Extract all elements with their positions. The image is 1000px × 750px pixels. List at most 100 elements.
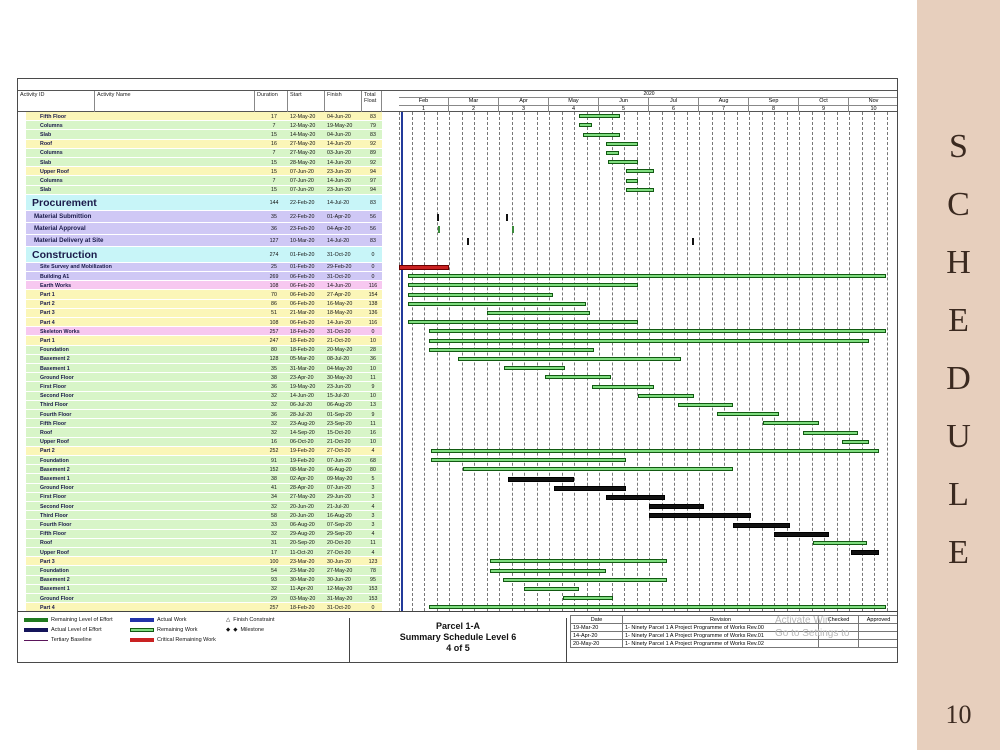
activity-bar[interactable] xyxy=(431,448,880,453)
activity-bar[interactable] xyxy=(463,467,733,472)
milestone-tick xyxy=(511,225,514,233)
start-date: 23-Aug-20 xyxy=(290,420,315,427)
activity-name: Part 3 xyxy=(40,558,55,565)
row-band xyxy=(26,130,382,140)
activity-bar[interactable] xyxy=(591,384,655,389)
sidebar-letter: H xyxy=(946,244,971,281)
activity-name: Upper Roof xyxy=(40,168,69,175)
row-band xyxy=(26,290,382,300)
table-header: Activity ID Activity Name Duration Start… xyxy=(18,90,897,112)
duration: 35 xyxy=(271,213,277,220)
finish-date: 12-May-20 xyxy=(327,586,353,593)
activity-bar[interactable] xyxy=(732,522,791,528)
activity-bar[interactable] xyxy=(554,485,626,491)
week-gridline xyxy=(874,112,875,611)
activity-bar[interactable] xyxy=(507,476,574,482)
total-float: 83 xyxy=(370,237,376,244)
table-row: Slab 15 28-May-20 14-Jun-20 92 xyxy=(18,158,897,168)
activity-name: Third Floor xyxy=(40,512,68,519)
week-label: 4 xyxy=(549,105,599,112)
activity-bar[interactable] xyxy=(490,559,667,564)
activity-name: Foundation xyxy=(40,347,69,354)
row-band xyxy=(26,176,382,186)
activity-bar[interactable] xyxy=(763,421,819,426)
table-row: Part 1 247 18-Feb-20 21-Oct-20 10 xyxy=(18,336,897,346)
total-float: 79 xyxy=(370,122,376,129)
activity-bar[interactable] xyxy=(502,577,667,582)
activity-bar[interactable] xyxy=(841,439,869,444)
duration: 32 xyxy=(271,531,277,538)
activity-bar[interactable] xyxy=(429,329,887,334)
activity-bar[interactable] xyxy=(407,301,587,306)
activity-bar[interactable] xyxy=(407,274,887,279)
activity-bar[interactable] xyxy=(802,430,858,435)
duration: 108 xyxy=(269,319,279,326)
table-row: Second Floor 32 20-Jun-20 21-Jul-20 4 xyxy=(18,502,897,512)
activity-bar[interactable] xyxy=(579,114,621,119)
activity-bar[interactable] xyxy=(407,283,639,288)
activity-bar[interactable] xyxy=(607,160,639,165)
activity-bar[interactable] xyxy=(524,586,580,591)
duration: 34 xyxy=(271,494,277,501)
total-float: 0 xyxy=(371,273,375,280)
activity-bar[interactable] xyxy=(429,347,594,352)
activity-bar[interactable] xyxy=(638,393,694,398)
total-float: 4 xyxy=(371,448,375,455)
table-row: Construction 274 01-Feb-20 31-Oct-20 0 xyxy=(18,246,897,263)
activity-bar[interactable] xyxy=(625,169,655,174)
duration: 58 xyxy=(271,512,277,519)
table-row: Fourth Floor 33 06-Aug-20 07-Sep-20 3 xyxy=(18,520,897,530)
finish-date: 04-Apr-20 xyxy=(327,225,351,232)
activity-bar[interactable] xyxy=(813,540,867,545)
activity-bar[interactable] xyxy=(606,150,619,155)
activity-bar[interactable] xyxy=(563,596,614,601)
total-float: 10 xyxy=(370,337,376,344)
activity-bar[interactable] xyxy=(649,504,705,510)
activity-bar[interactable] xyxy=(625,178,639,183)
start-date: 05-Mar-20 xyxy=(290,356,315,363)
activity-bar[interactable] xyxy=(606,494,666,500)
activity-bar[interactable] xyxy=(486,310,591,315)
activity-bar[interactable] xyxy=(407,292,553,297)
activity-bar[interactable] xyxy=(582,132,621,137)
activity-bar[interactable] xyxy=(545,375,612,380)
activity-bar[interactable] xyxy=(649,513,751,519)
start-date: 01-Feb-20 xyxy=(290,264,315,271)
finish-date: 14-Jun-20 xyxy=(327,159,351,166)
activity-bar[interactable] xyxy=(490,568,607,573)
activity-bar[interactable] xyxy=(579,123,592,128)
activity-bar[interactable] xyxy=(399,264,449,270)
activity-bar[interactable] xyxy=(606,141,639,146)
activity-bar[interactable] xyxy=(625,187,655,192)
activity-bar[interactable] xyxy=(429,605,887,610)
activity-bar[interactable] xyxy=(407,320,639,325)
start-date: 23-Mar-20 xyxy=(290,567,315,574)
total-float: 9 xyxy=(371,411,375,418)
activity-bar[interactable] xyxy=(716,412,780,417)
table-row: Site Survey and Mobilization 25 01-Feb-20 2… xyxy=(18,262,897,272)
start-date: 03-May-20 xyxy=(290,595,316,602)
activity-bar[interactable] xyxy=(850,550,880,556)
activity-name: Upper Roof xyxy=(40,439,69,446)
table-row: Second Floor 32 14-Jun-20 15-Jul-20 10 xyxy=(18,391,897,401)
milestone-tick xyxy=(506,213,509,221)
activity-bar[interactable] xyxy=(677,402,733,407)
total-float: 92 xyxy=(370,159,376,166)
activity-bar[interactable] xyxy=(504,366,566,371)
activity-bar[interactable] xyxy=(429,338,869,343)
week-gridline xyxy=(461,112,463,611)
activity-name: Roof xyxy=(40,540,53,547)
finish-date: 03-Jun-20 xyxy=(327,150,351,157)
finish-date: 23-Jun-20 xyxy=(327,168,351,175)
start-date: 06-Feb-20 xyxy=(290,291,315,298)
col-activity-name: Activity Name xyxy=(95,91,255,112)
row-band xyxy=(26,262,382,272)
start-date: 02-Apr-20 xyxy=(290,475,314,482)
activity-bar[interactable] xyxy=(774,531,830,537)
activity-bar[interactable] xyxy=(431,458,626,463)
week-gridline xyxy=(786,112,788,611)
activity-bar[interactable] xyxy=(457,356,682,361)
total-float: 56 xyxy=(370,225,376,232)
duration: 32 xyxy=(271,420,277,427)
table-row: Foundation 54 23-Mar-20 27-May-20 78 xyxy=(18,566,897,576)
